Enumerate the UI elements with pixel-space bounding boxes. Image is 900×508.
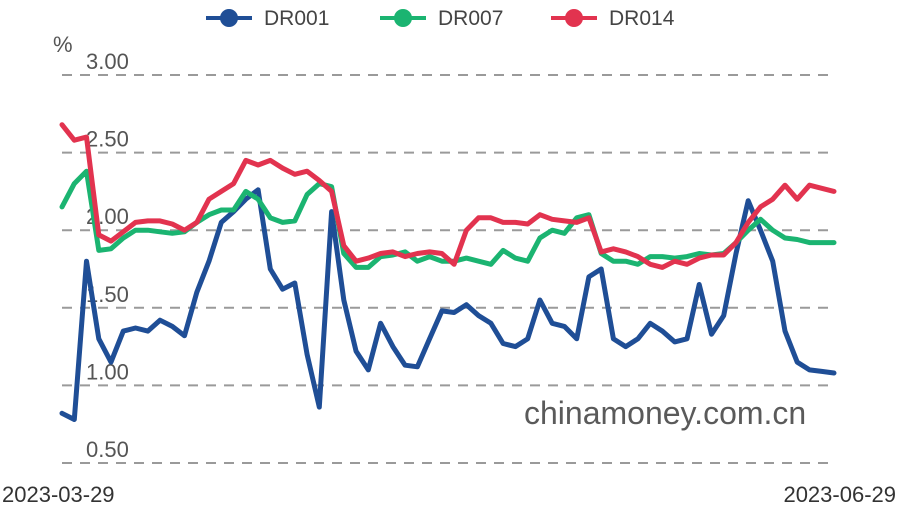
legend-marker — [220, 9, 238, 27]
y-tick-label: 3.00 — [86, 49, 129, 74]
series-line-dr001 — [59, 187, 837, 422]
y-axis-ticks: 0.501.001.502.002.503.00 — [86, 49, 129, 462]
watermark-text: chinamoney.com.cn — [524, 395, 806, 431]
legend-item-dr007[interactable]: DR007 — [380, 7, 503, 30]
y-tick-label: 0.50 — [86, 437, 129, 462]
legend-label: DR001 — [264, 7, 329, 30]
y-unit-label: % — [53, 32, 73, 57]
y-tick-label: 2.50 — [86, 127, 129, 152]
legend-marker — [394, 9, 412, 27]
series-lines — [59, 122, 837, 422]
legend: DR001 DR007 DR014 — [206, 7, 675, 30]
y-tick-label: 1.00 — [86, 359, 129, 384]
legend-item-dr001[interactable]: DR001 — [206, 7, 329, 30]
x-start-label: 2023-03-29 — [2, 482, 115, 507]
legend-label: DR007 — [438, 7, 503, 30]
legend-marker — [565, 9, 583, 27]
legend-label: DR014 — [609, 7, 675, 30]
x-end-label: 2023-06-29 — [783, 482, 896, 507]
series-line-dr014 — [59, 122, 837, 270]
legend-item-dr014[interactable]: DR014 — [551, 7, 675, 30]
